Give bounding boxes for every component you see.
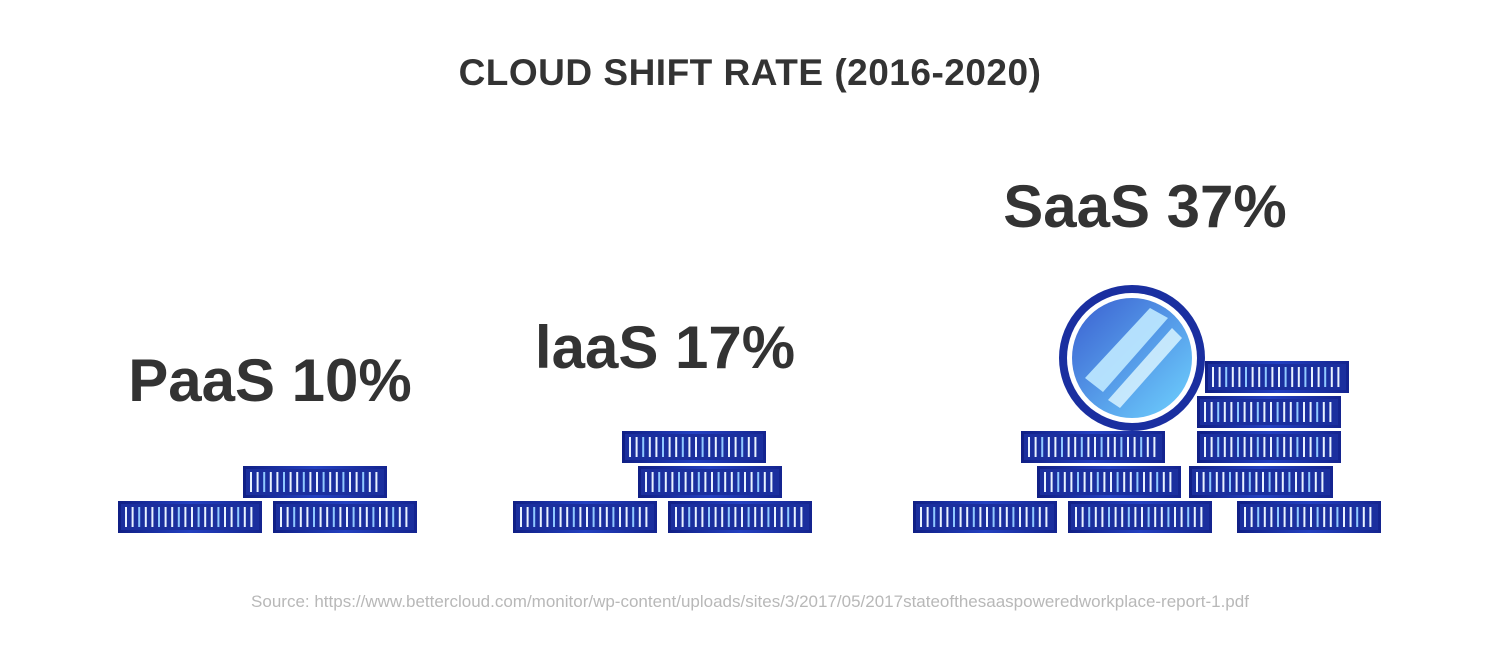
coin-brick-2 [1237,501,1381,533]
coin-brick-3 [1037,466,1181,498]
paas-coin-stack [118,466,417,533]
coin-brick-0 [118,501,262,533]
coin-brick-8 [1205,361,1349,393]
iaas-label: laaS 17% [534,314,796,381]
chart-title: CLOUD SHIFT RATE (2016-2020) [458,52,1042,93]
paas-label: PaaS 10% [128,347,412,414]
coin-brick-3 [622,431,766,463]
coin-brick-1 [668,501,812,533]
saas-coin-icon [1059,285,1205,431]
coin-brick-0 [913,501,1057,533]
saas-label: SaaS 37% [1003,173,1287,240]
coin-brick-4 [1189,466,1333,498]
coin-brick-2 [243,466,387,498]
source-note: Source: https://www.bettercloud.com/moni… [251,592,1249,611]
coin-brick-5 [1021,431,1165,463]
coin-brick-1 [1068,501,1212,533]
coin-brick-0 [513,501,657,533]
coin-brick-7 [1197,396,1341,428]
coin-brick-6 [1197,431,1341,463]
coin-brick-1 [273,501,417,533]
coin-brick-2 [638,466,782,498]
saas-coin-stack [913,361,1381,533]
iaas-coin-stack [513,431,812,533]
